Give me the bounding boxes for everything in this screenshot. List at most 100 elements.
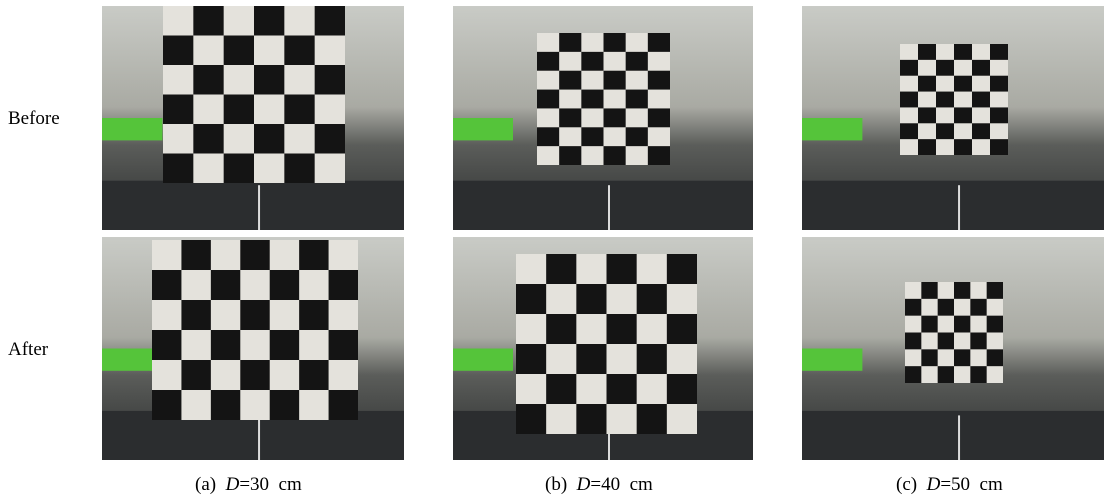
caption: (c) D=50 cm (896, 474, 1003, 496)
checker-square (537, 127, 559, 146)
checker-square (987, 316, 1003, 333)
checker-square (970, 333, 986, 350)
checker-square (604, 108, 626, 127)
checker-square (667, 254, 697, 284)
checker-square (224, 154, 254, 184)
checker-square (954, 282, 970, 299)
checker-square (604, 71, 626, 90)
lab-bench (802, 181, 1104, 230)
checker-square (240, 360, 269, 390)
caption: (a) D=30 cm (195, 474, 302, 496)
checker-square (315, 124, 345, 154)
checker-square (990, 139, 1008, 155)
checker-square (918, 107, 936, 123)
checker-square (181, 300, 210, 330)
checker-square (954, 349, 970, 366)
checker-square (970, 366, 986, 383)
caption-variable: D (577, 474, 591, 495)
checker-square (181, 360, 210, 390)
checker-square (270, 390, 299, 420)
checker-square (936, 92, 954, 108)
checker-square (315, 65, 345, 95)
green-machine (802, 118, 862, 140)
checker-square (626, 127, 648, 146)
checker-square (546, 254, 576, 284)
checker-square (193, 65, 223, 95)
lab-bench (802, 411, 1104, 460)
checker-square (648, 71, 670, 90)
checker-square (918, 76, 936, 92)
checker-square (559, 146, 581, 165)
caption-label: (c) (896, 474, 917, 495)
checker-square (900, 92, 918, 108)
checker-square (181, 240, 210, 270)
checker-square (954, 107, 972, 123)
checker-square (270, 330, 299, 360)
checker-square (972, 123, 990, 139)
checker-square (921, 349, 937, 366)
checker-square (284, 154, 314, 184)
checker-square (987, 282, 1003, 299)
checker-square (921, 282, 937, 299)
checker-square (905, 299, 921, 316)
checker-square (329, 330, 358, 360)
caption-value: =30 cm (239, 474, 301, 495)
figure: Before After (a) D=30 cm (b) D=40 cm (c)… (0, 0, 1104, 500)
checker-square (516, 284, 546, 314)
checker-square (224, 36, 254, 66)
checker-square (152, 390, 181, 420)
checker-square (900, 60, 918, 76)
checker-square (537, 52, 559, 71)
checker-square (905, 366, 921, 383)
caption-value: =50 cm (940, 474, 1002, 495)
checker-square (152, 330, 181, 360)
green-machine (453, 118, 513, 140)
caption: (b) D=40 cm (545, 474, 653, 496)
checker-square (254, 6, 284, 36)
checker-square (954, 76, 972, 92)
checker-square (921, 316, 937, 333)
checker-square (193, 124, 223, 154)
checker-square (626, 52, 648, 71)
checker-square (270, 270, 299, 300)
checker-square (936, 123, 954, 139)
caption-variable: D (226, 474, 240, 495)
checker-square (954, 139, 972, 155)
checker-square (299, 300, 328, 330)
checker-square (607, 254, 637, 284)
checker-square (990, 76, 1008, 92)
row-label: Before (8, 108, 60, 130)
checker-square (516, 404, 546, 434)
checker-square (240, 240, 269, 270)
row-label: After (8, 339, 48, 361)
checker-square (954, 44, 972, 60)
checker-square (299, 360, 328, 390)
checker-square (987, 349, 1003, 366)
checker-square (576, 284, 606, 314)
checker-square (990, 107, 1008, 123)
checker-square (938, 299, 954, 316)
checker-square (972, 92, 990, 108)
checker-square (607, 314, 637, 344)
checker-square (918, 139, 936, 155)
checker-square (972, 60, 990, 76)
checker-square (329, 270, 358, 300)
checker-square (905, 333, 921, 350)
checker-square (163, 154, 193, 184)
checker-square (938, 366, 954, 383)
checker-square (559, 71, 581, 90)
checker-square (284, 36, 314, 66)
checker-square (559, 108, 581, 127)
checker-square (581, 127, 603, 146)
checker-square (576, 404, 606, 434)
checker-square (637, 284, 667, 314)
checker-square (299, 240, 328, 270)
checker-square (900, 123, 918, 139)
checker-square (604, 33, 626, 52)
checker-square (546, 374, 576, 404)
checker-square (329, 390, 358, 420)
checker-square (254, 65, 284, 95)
checker-square (990, 44, 1008, 60)
caption-variable: D (927, 474, 941, 495)
checker-square (648, 33, 670, 52)
